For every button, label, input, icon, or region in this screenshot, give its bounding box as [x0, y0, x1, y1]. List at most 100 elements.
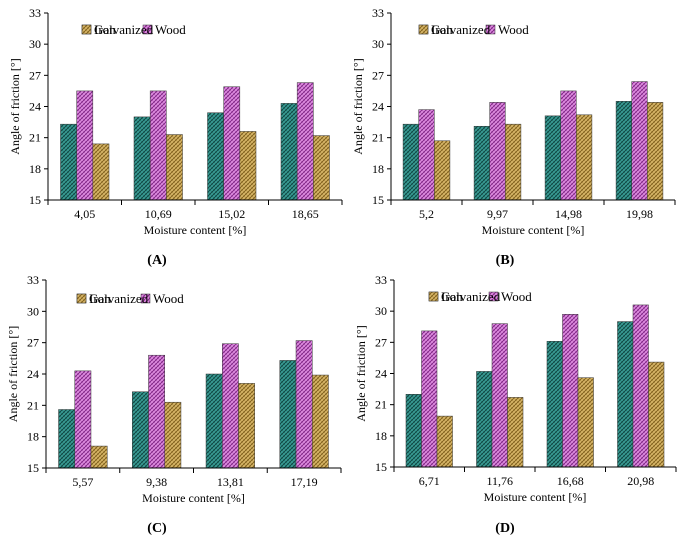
y-tick-label: 24 — [29, 100, 41, 114]
y-tick-label: 30 — [29, 37, 41, 51]
bar-galvanized-3 — [576, 114, 593, 201]
x-tick-label: 14,98 — [555, 207, 582, 221]
x-axis-title: Moisture content [%] — [482, 223, 585, 237]
bar-wood-1 — [74, 370, 92, 469]
legend-swatch-galvanized — [418, 24, 429, 35]
panel-d-label: (D) — [495, 521, 515, 536]
y-tick-label: 33 — [29, 6, 41, 20]
x-tick-label: 5,57 — [72, 475, 93, 489]
x-axis-title: Moisture content [%] — [142, 491, 245, 505]
legend-label-galvanized: Galvanized — [431, 22, 491, 37]
x-tick-label: 5,2 — [419, 207, 434, 221]
bar-wood-2 — [491, 323, 508, 468]
x-tick-label: 9,97 — [487, 207, 508, 221]
bar-galvanized-2 — [507, 397, 524, 468]
bar-galvanized-1 — [436, 415, 453, 468]
panel-b-chart: 15 18 21 24 27 30 33 5,2 9,97 14,98 19,98 Moisture … — [351, 6, 676, 268]
x-tick-label: 19,98 — [626, 207, 653, 221]
y-tick-label: 33 — [375, 273, 387, 287]
bar-iron-1 — [58, 409, 76, 469]
bar-iron-4 — [280, 103, 298, 201]
bar-iron-4 — [617, 321, 634, 468]
legend-swatch-wood — [140, 293, 151, 304]
bar-wood-2 — [489, 102, 506, 201]
y-tick-label: 18 — [372, 162, 384, 176]
legend-label-wood: Wood — [501, 289, 532, 304]
y-tick-label: 30 — [27, 304, 39, 318]
bar-wood-1 — [76, 90, 94, 201]
panel-a-label: (A) — [147, 253, 167, 268]
legend-swatch-wood — [488, 291, 499, 302]
y-axis-title: Angle of friction [°] — [351, 58, 365, 154]
x-tick-label: 18,65 — [292, 207, 319, 221]
x-tick-label: 4,05 — [74, 207, 95, 221]
x-tick-label: 15,02 — [218, 207, 245, 221]
bar-iron-2 — [476, 371, 493, 468]
x-tick-label: 20,98 — [627, 474, 654, 488]
x-tick-label: 16,68 — [557, 474, 584, 488]
legend-swatch-galvanized — [428, 291, 439, 302]
bar-galvanized-3 — [239, 131, 257, 201]
legend-swatch-galvanized — [81, 24, 92, 35]
y-tick-label: 27 — [27, 336, 39, 350]
bar-wood-4 — [632, 304, 649, 468]
bar-iron-1 — [60, 123, 77, 201]
y-tick-label: 27 — [375, 335, 387, 349]
panel-d-chart: 15 18 21 24 27 30 33 6,71 11,76 16,68 20,98 Moistur… — [354, 273, 677, 536]
bar-wood-1 — [418, 109, 435, 201]
x-tick-label: 13,81 — [217, 475, 244, 489]
y-tick-label: 30 — [372, 37, 384, 51]
y-tick-label: 24 — [27, 367, 39, 381]
y-tick-label: 18 — [375, 429, 387, 443]
legend-label-iron: Iron — [441, 289, 463, 304]
bar-iron-2 — [133, 116, 151, 201]
bar-wood-3 — [223, 86, 241, 201]
y-tick-label: 33 — [27, 273, 39, 287]
y-tick-label: 24 — [372, 100, 384, 114]
y-tick-label: 21 — [375, 398, 387, 412]
bar-iron-1 — [405, 394, 422, 468]
panel-c-label: (C) — [147, 521, 167, 536]
bar-wood-4 — [631, 81, 648, 201]
x-axis-title: Moisture content [%] — [484, 490, 587, 504]
bar-wood-2 — [148, 354, 165, 469]
legend-swatch-wood — [485, 24, 496, 35]
y-axis-title: Angle of friction [°] — [6, 326, 20, 422]
y-tick-label: 24 — [375, 367, 387, 381]
y-tick-label: 18 — [27, 430, 39, 444]
y-axis-title: Angle of friction [°] — [354, 325, 368, 421]
y-tick-label: 27 — [29, 68, 41, 82]
y-axis-title: Angle of friction [°] — [8, 58, 22, 154]
bar-galvanized-1 — [90, 445, 108, 469]
y-tick-label: 15 — [27, 461, 39, 475]
x-tick-label: 17,19 — [291, 475, 318, 489]
y-tick-label: 18 — [29, 162, 41, 176]
legend-label-galvanized: Galvanized — [94, 22, 154, 37]
bar-iron-4 — [615, 101, 632, 201]
bar-wood-4 — [296, 82, 314, 201]
legend-label-iron: Iron — [94, 22, 116, 37]
x-tick-label: 10,69 — [145, 207, 172, 221]
bar-galvanized-4 — [647, 102, 664, 201]
bar-iron-4 — [279, 360, 297, 469]
bar-wood-4 — [295, 340, 313, 469]
bar-galvanized-4 — [648, 361, 665, 468]
x-tick-label: 6,71 — [419, 474, 440, 488]
bar-galvanized-3 — [577, 377, 594, 468]
bar-galvanized-4 — [313, 135, 330, 201]
bar-wood-1 — [421, 330, 438, 468]
y-tick-label: 30 — [375, 304, 387, 318]
y-tick-label: 27 — [372, 68, 384, 82]
legend-label-galvanized: Galvanized — [89, 291, 149, 306]
bar-iron-3 — [207, 112, 224, 201]
legend-label-wood: Wood — [498, 22, 529, 37]
panel-a-chart: 15 18 21 24 27 30 33 4,05 10,69 15,02 18,65 Moistur… — [8, 6, 343, 268]
bar-galvanized-4 — [311, 374, 329, 469]
legend-label-iron: Iron — [431, 22, 453, 37]
bar-iron-3 — [544, 115, 561, 201]
y-tick-label: 21 — [29, 131, 41, 145]
bar-wood-2 — [149, 90, 167, 201]
legend-swatch-wood — [142, 24, 153, 35]
